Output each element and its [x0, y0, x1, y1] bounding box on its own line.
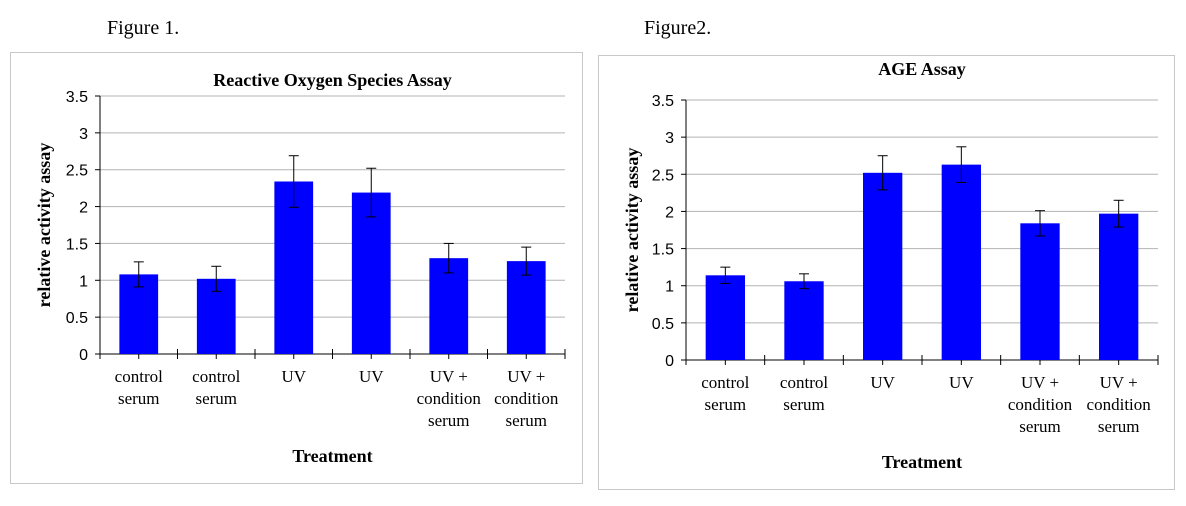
category-label: serum	[783, 395, 825, 414]
category-label: control	[780, 373, 828, 392]
x-axis-label: Treatment	[292, 446, 372, 466]
category-label: condition	[1087, 395, 1152, 414]
category-label: UV	[281, 367, 306, 386]
bar	[506, 261, 546, 354]
y-tick-label: 3.5	[66, 89, 88, 106]
figure-2-caption: Figure2.	[644, 17, 712, 39]
y-axis-label: relative activity assay	[622, 148, 642, 313]
chart-1-container: Reactive Oxygen Species Assay 0 0.5 1 1.5 2 2.…	[10, 52, 583, 484]
y-tick-label: 0	[665, 353, 674, 370]
category-label: serum	[428, 411, 470, 430]
category-label: control	[701, 373, 749, 392]
category-label: UV	[359, 367, 384, 386]
y-tick-label: 3	[665, 130, 674, 147]
y-tick-label: 3.5	[652, 93, 674, 110]
bar	[274, 181, 314, 354]
category-label: condition	[494, 389, 559, 408]
category-label: UV	[949, 373, 974, 392]
bar	[351, 192, 391, 354]
category-label: UV +	[1021, 373, 1059, 392]
bar	[119, 274, 159, 354]
figure-1-caption: Figure 1.	[107, 17, 180, 39]
category-label: UV +	[507, 367, 545, 386]
category-label: serum	[505, 411, 547, 430]
y-tick-label: 0.5	[652, 316, 674, 333]
bar	[1020, 223, 1060, 360]
chart-frame	[10, 52, 583, 484]
bar	[1099, 213, 1139, 360]
category-label: serum	[1098, 417, 1140, 436]
category-label: control	[192, 367, 240, 386]
y-tick-label: 0.5	[66, 310, 88, 327]
category-label: serum	[705, 395, 747, 414]
y-tick-label: 2	[79, 200, 88, 217]
chart-2-container: AGE Assay 0 0.5 1 1.5 2 2.5 3 3.5 control serum con…	[598, 55, 1175, 490]
y-tick-label: 2.5	[652, 167, 674, 184]
bar	[429, 258, 469, 354]
bar	[941, 164, 981, 360]
chart-1-svg: Reactive Oxygen Species Assay 0 0.5 1 1.5 2 2.…	[10, 52, 583, 484]
category-label: condition	[1008, 395, 1073, 414]
bar	[863, 172, 903, 360]
chart-title: AGE Assay	[878, 59, 966, 79]
x-axis-label: Treatment	[882, 452, 962, 472]
y-tick-label: 2.5	[66, 163, 88, 180]
chart-frame	[598, 55, 1175, 490]
y-axis-label: relative activity assay	[34, 143, 54, 308]
y-tick-label: 1	[665, 279, 674, 296]
chart-2-svg: AGE Assay 0 0.5 1 1.5 2 2.5 3 3.5 control serum con…	[598, 55, 1175, 490]
y-tick-label: 0	[79, 347, 88, 364]
category-label: UV +	[430, 367, 468, 386]
chart-title: Reactive Oxygen Species Assay	[213, 70, 451, 90]
category-label: UV +	[1100, 373, 1138, 392]
category-label: serum	[1019, 417, 1061, 436]
bar	[705, 275, 745, 360]
y-tick-label: 1.5	[66, 236, 88, 253]
category-label: serum	[195, 389, 237, 408]
category-label: UV	[870, 373, 895, 392]
y-tick-label: 3	[79, 126, 88, 143]
y-tick-label: 1	[79, 273, 88, 290]
y-tick-label: 1.5	[652, 242, 674, 259]
bar	[784, 281, 824, 360]
y-tick-label: 2	[665, 204, 674, 221]
category-label: condition	[417, 389, 482, 408]
category-label: control	[115, 367, 163, 386]
category-label: serum	[118, 389, 160, 408]
